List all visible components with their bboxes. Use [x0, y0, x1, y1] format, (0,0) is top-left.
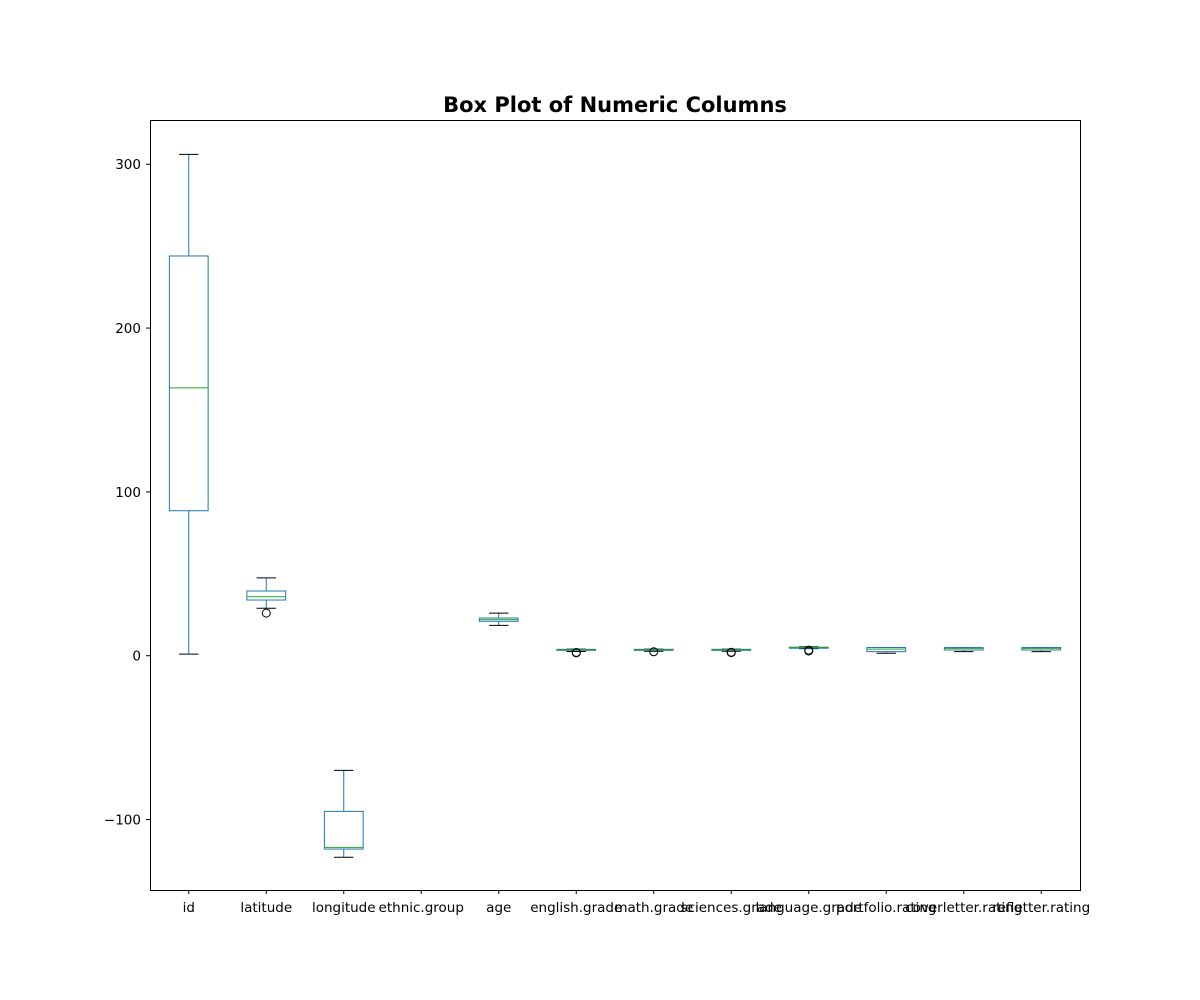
- x-tick-label: ethnic.group: [379, 900, 464, 916]
- iqr-box: [323, 810, 364, 850]
- box-math.grade: [633, 647, 674, 657]
- x-tick-label: coverletter.rating: [905, 900, 1022, 916]
- boxes-layer: [168, 153, 1062, 858]
- outlier-point: [726, 648, 736, 658]
- box-latitude: [246, 577, 287, 618]
- y-tick-label: −100: [104, 813, 141, 829]
- chart-title: Box Plot of Numeric Columns: [443, 93, 787, 117]
- iqr-box: [168, 255, 209, 512]
- box-id: [168, 153, 209, 655]
- box-coverletter.rating: [943, 647, 984, 653]
- outlier-point: [261, 608, 271, 618]
- y-tick-label: 300: [115, 157, 141, 173]
- box-sciences.grade: [711, 647, 752, 658]
- x-tick-label: sciences.grade: [681, 900, 782, 916]
- x-tick-label: portfolio.rating: [836, 900, 937, 916]
- outlier-point: [804, 646, 814, 656]
- x-tick-label: age: [486, 900, 511, 916]
- box-longitude: [323, 769, 364, 858]
- y-tick-label: 100: [115, 485, 141, 501]
- x-axis: id latitude longitude ethnic.group age englis…: [183, 890, 1090, 916]
- x-tick-label: language.grade: [756, 900, 862, 916]
- y-tick-label: 0: [132, 649, 141, 665]
- box-english.grade: [556, 647, 597, 658]
- box-age: [478, 612, 519, 626]
- x-tick-label: english.grade: [530, 900, 622, 916]
- iqr-box: [246, 590, 287, 601]
- y-tick-label: 200: [115, 321, 141, 337]
- y-axis: −100 0 100 200 300: [104, 157, 150, 829]
- x-tick-label: id: [183, 900, 195, 916]
- x-tick-label: longitude: [312, 900, 376, 916]
- outlier-point: [571, 648, 581, 658]
- x-tick-label: latitude: [240, 900, 292, 916]
- outlier-point: [649, 647, 659, 657]
- box-language.grade: [788, 645, 829, 656]
- plot-frame: [150, 120, 1081, 891]
- x-tick-label: refletter.rating: [992, 900, 1090, 916]
- box-refletter.rating: [1021, 647, 1062, 653]
- x-tick-label: math.grade: [614, 900, 693, 916]
- box-portfolio.rating: [866, 647, 907, 654]
